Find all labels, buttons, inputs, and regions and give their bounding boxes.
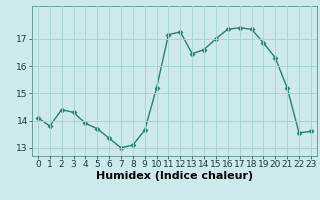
X-axis label: Humidex (Indice chaleur): Humidex (Indice chaleur) <box>96 171 253 181</box>
